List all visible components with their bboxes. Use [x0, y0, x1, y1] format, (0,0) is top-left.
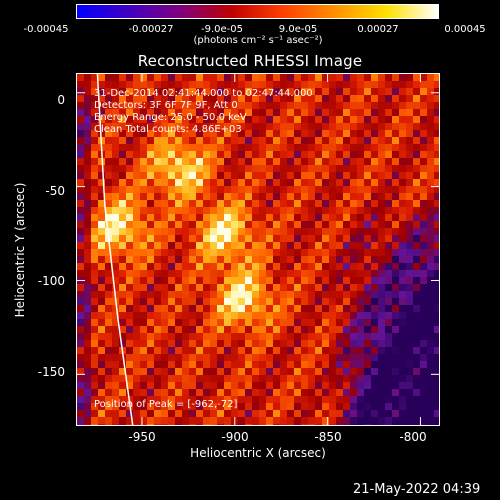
colorbar-tick-label: 0.00045: [444, 24, 486, 35]
y-tick-label: -100: [37, 274, 65, 288]
overlay-time-range: 31-Dec-2014 02:41:44.000 to 02:47:44.000: [94, 88, 313, 99]
rhessi-image: [77, 74, 439, 425]
solar-limb-line: [96, 74, 134, 425]
y-tick-label: -50: [45, 184, 65, 198]
colorbar-tick-label: -0.00027: [128, 24, 174, 35]
overlay-method: Clean Total counts: 4.86E+03: [94, 124, 242, 135]
colorbar-tick-label: -0.00045: [23, 24, 69, 35]
overlay-peak-position: Position of Peak = [-962,-72]: [94, 399, 238, 410]
y-tick-label: 0: [57, 93, 65, 107]
colorbar: [76, 4, 439, 19]
x-tick-label: -800: [399, 430, 427, 444]
image-title: Reconstructed RHESSI Image: [137, 52, 363, 70]
x-tick-label: -850: [314, 430, 342, 444]
overlay-energy-range: Energy Range: 25.0 - 50.0 keV: [94, 112, 247, 123]
image-pixels: [77, 74, 439, 425]
axis-ticks: [77, 74, 439, 425]
x-axis-label: Heliocentric X (arcsec): [190, 446, 326, 460]
overlay-detectors: Detectors: 3F 6F 7F 9F, Att 0: [94, 100, 238, 111]
y-tick-label: -150: [37, 365, 65, 379]
x-tick-label: -900: [221, 430, 249, 444]
timestamp: 21-May-2022 04:39: [353, 482, 481, 497]
colorbar-tick-label: 9.0e-05: [278, 24, 318, 35]
x-tick-label: -950: [128, 430, 156, 444]
y-axis-label: Heliocentric Y (arcsec): [13, 182, 27, 318]
colorbar-tick-label: 0.00027: [357, 24, 399, 35]
image-plot: 31-Dec-2014 02:41:44.000 to 02:47:44.000…: [76, 73, 440, 426]
colorbar-tick-label: -9.0e-05: [201, 24, 243, 35]
colorbar-units: (photons cm⁻² s⁻¹ asec⁻²): [193, 35, 323, 46]
